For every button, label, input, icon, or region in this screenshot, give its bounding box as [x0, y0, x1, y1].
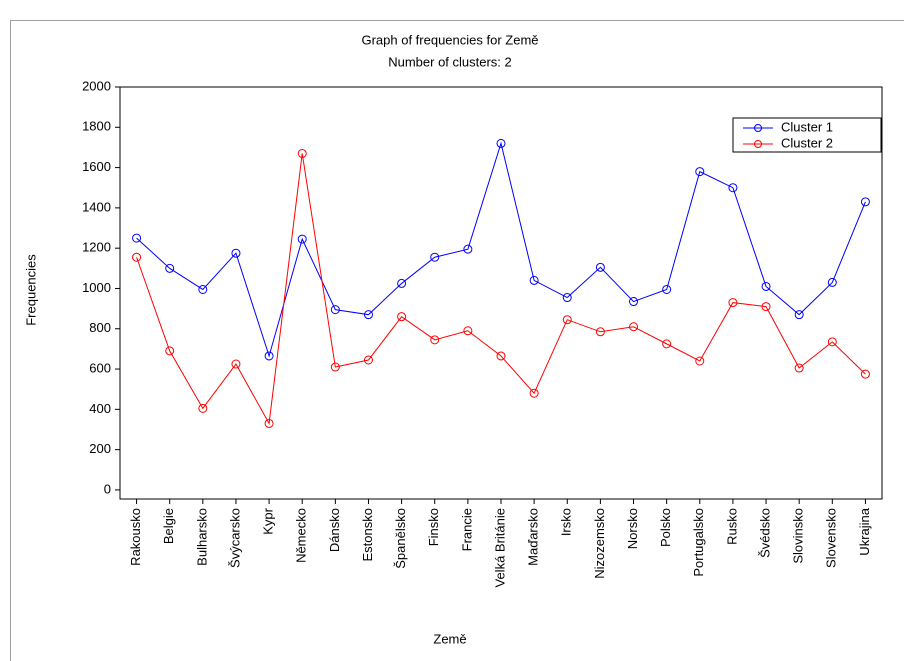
- point: [231, 359, 241, 369]
- point: [629, 322, 639, 332]
- x-tick-label: Portugalsko: [691, 508, 706, 577]
- point: [363, 310, 373, 320]
- point: [397, 278, 407, 288]
- point: [529, 388, 539, 398]
- point: [860, 197, 870, 207]
- point: [264, 418, 274, 428]
- point: [827, 337, 837, 347]
- point: [794, 310, 804, 320]
- x-tick-label: Španělsko: [393, 508, 408, 569]
- x-tick-label: Slovinsko: [791, 508, 806, 564]
- x-tick-label: Francie: [459, 508, 474, 551]
- chart-subtitle: Number of clusters: 2: [388, 54, 512, 69]
- x-tick-label: Dánsko: [327, 508, 342, 552]
- y-tick-label: 2000: [82, 78, 111, 93]
- x-tick-label: Kypr: [261, 507, 276, 534]
- point: [363, 355, 373, 365]
- point: [728, 298, 738, 308]
- plot-area: [119, 86, 883, 500]
- y-axis-label: Frequencies: [23, 254, 38, 326]
- point: [264, 351, 274, 361]
- y-tick-label: 1800: [82, 119, 111, 134]
- point: [827, 277, 837, 287]
- legend-label: Cluster 2: [781, 135, 833, 150]
- series-line: [136, 141, 866, 358]
- point: [562, 293, 572, 303]
- y-tick-label: 600: [89, 360, 111, 375]
- point: [397, 312, 407, 322]
- y-tick-label: 800: [89, 320, 111, 335]
- point: [463, 244, 473, 254]
- y-tick-label: 400: [89, 401, 111, 416]
- x-tick-label: Polsko: [658, 508, 673, 547]
- point: [330, 362, 340, 372]
- y-tick-label: 1400: [82, 199, 111, 214]
- point: [794, 363, 804, 373]
- x-tick-label: Norsko: [625, 508, 640, 549]
- point: [165, 263, 175, 273]
- x-axis-label: Země: [433, 631, 466, 646]
- point: [761, 281, 771, 291]
- point: [496, 351, 506, 361]
- point: [695, 167, 705, 177]
- point: [761, 302, 771, 312]
- x-tick-label: Belgie: [161, 508, 176, 544]
- point: [595, 327, 605, 337]
- point: [529, 275, 539, 285]
- x-tick-label: Německo: [294, 508, 309, 563]
- point: [430, 335, 440, 345]
- y-tick-label: 1000: [82, 280, 111, 295]
- point: [231, 248, 241, 258]
- point: [198, 284, 208, 294]
- x-tick-label: Švýcarsko: [227, 508, 242, 568]
- point: [297, 148, 307, 158]
- series-line: [136, 153, 866, 426]
- y-tick-label: 1600: [82, 159, 111, 174]
- x-tick-label: Irsko: [559, 508, 574, 536]
- x-tick-label: Bulharsko: [194, 508, 209, 566]
- point: [728, 183, 738, 193]
- x-tick-label: Švédsko: [757, 508, 772, 558]
- x-tick-label: Rusko: [724, 508, 739, 545]
- x-tick-label: Finsko: [426, 508, 441, 546]
- point: [198, 403, 208, 413]
- x-tick-label: Rakousko: [128, 508, 143, 566]
- point: [595, 262, 605, 272]
- point: [430, 252, 440, 262]
- y-tick-label: 200: [89, 441, 111, 456]
- y-tick-label: 0: [104, 481, 111, 496]
- point: [132, 233, 142, 243]
- point: [662, 339, 672, 349]
- point: [132, 252, 142, 262]
- point: [496, 138, 506, 148]
- point: [629, 297, 639, 307]
- x-tick-label: Maďarsko: [526, 508, 541, 566]
- chart-title: Graph of frequencies for Země: [361, 32, 538, 47]
- x-tick-label: Estonsko: [360, 508, 375, 561]
- point: [695, 356, 705, 366]
- x-tick-label: Slovensko: [824, 508, 839, 568]
- legend-box: [732, 117, 882, 153]
- legend-label: Cluster 1: [781, 119, 833, 134]
- point: [330, 305, 340, 315]
- legend-marker: [754, 140, 762, 148]
- point: [297, 234, 307, 244]
- point: [463, 326, 473, 336]
- legend-marker: [754, 124, 762, 132]
- point: [165, 346, 175, 356]
- point: [562, 315, 572, 325]
- y-tick-label: 1200: [82, 240, 111, 255]
- point: [860, 369, 870, 379]
- x-tick-label: Nizozemsko: [592, 508, 607, 579]
- x-tick-label: Ukrajina: [857, 507, 872, 555]
- point: [662, 284, 672, 294]
- x-tick-label: Velká Británie: [492, 508, 507, 588]
